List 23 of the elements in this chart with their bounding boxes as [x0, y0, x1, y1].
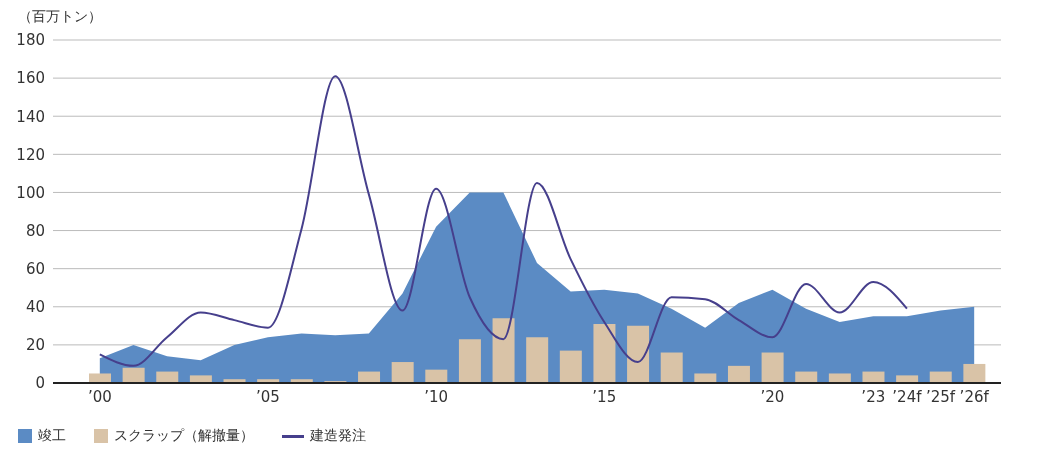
y-tick-label: 140	[16, 107, 45, 126]
y-tick-label: 160	[16, 69, 45, 88]
y-tick-label: 0	[35, 374, 45, 393]
y-tick-label: 120	[16, 145, 45, 164]
legend-label: 建造発注	[310, 427, 366, 443]
x-tick-label: ’26f	[959, 387, 990, 406]
x-tick-label: ’24f	[892, 387, 923, 406]
x-tick-label: ’10	[424, 387, 449, 406]
y-tick-label: 180	[16, 31, 45, 50]
x-tick-label: ’00	[87, 387, 112, 406]
x-tick-label: ’15	[592, 387, 617, 406]
x-tick-label: ’25f	[925, 387, 956, 406]
y-axis-title: （百万トン）	[17, 8, 103, 26]
y-tick-label: 20	[25, 336, 45, 355]
x-tick-label: ’05	[256, 387, 280, 406]
y-tick-label: 60	[25, 259, 45, 278]
y-tick-label: 100	[16, 183, 45, 202]
x-tick-label: ’23	[861, 387, 886, 406]
x-tick-label: ’20	[760, 387, 785, 406]
y-tick-label: 40	[25, 298, 45, 317]
legend-label: スクラップ（解撤量）	[114, 427, 254, 443]
legend-label: 竣工	[38, 427, 66, 443]
y-tick-label: 80	[25, 221, 45, 240]
